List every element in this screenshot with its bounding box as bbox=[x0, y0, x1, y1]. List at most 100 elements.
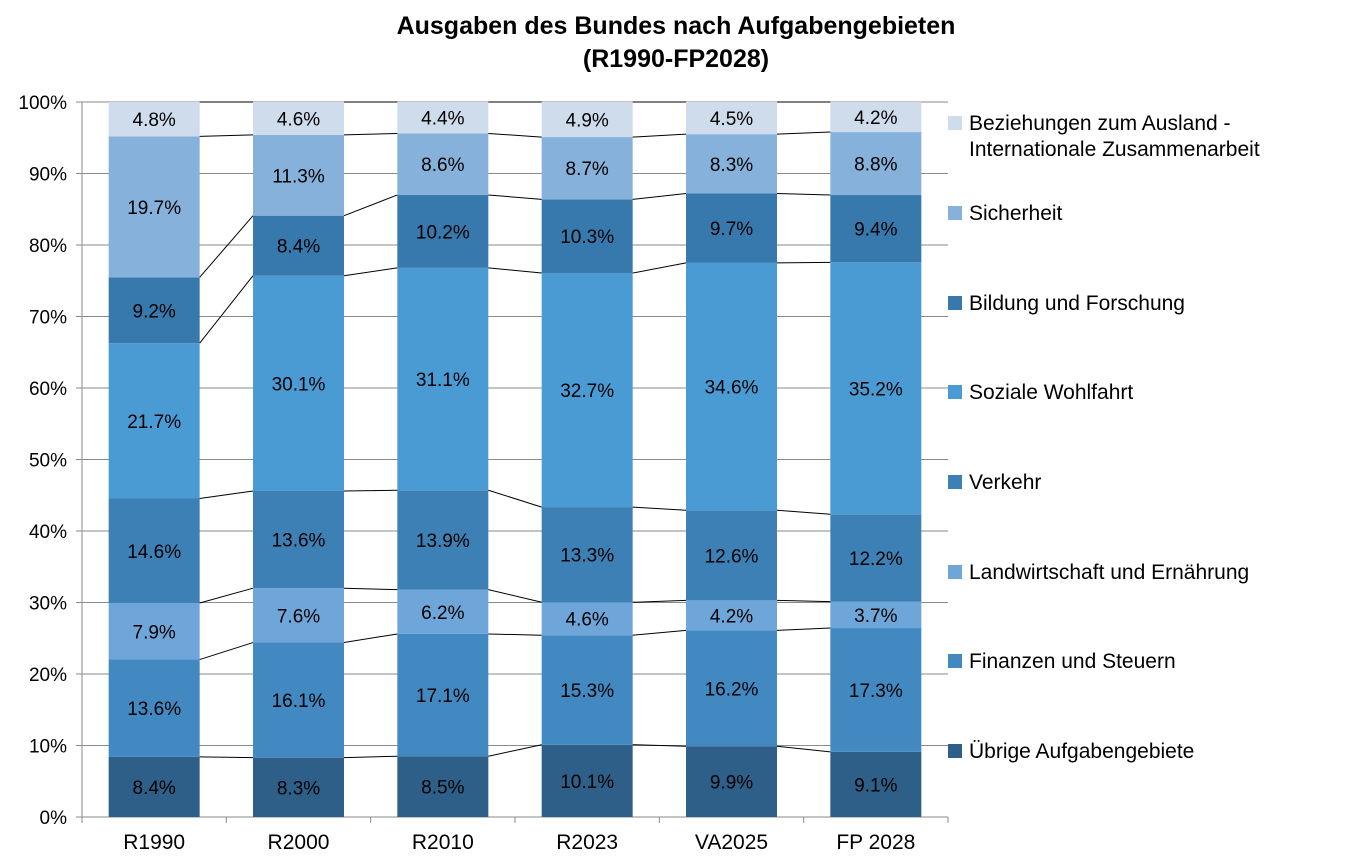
legend-label: Verkehr bbox=[969, 471, 1042, 494]
y-tick-label: 20% bbox=[29, 665, 67, 686]
chart-title-line-1: Ausgaben des Bundes nach Aufgabengebiete… bbox=[396, 12, 956, 40]
bar-segment bbox=[108, 659, 200, 757]
legend-label: Bildung und Forschung bbox=[969, 292, 1185, 315]
legend-label: Beziehungen zum Ausland - Internationale… bbox=[969, 112, 1260, 161]
bar-segment bbox=[541, 635, 633, 745]
bar-segment bbox=[830, 262, 922, 515]
series-connector-line bbox=[632, 193, 687, 200]
y-tick-label: 90% bbox=[29, 165, 67, 186]
series-connector-line bbox=[776, 599, 831, 603]
data-label: 8.7% bbox=[566, 159, 609, 180]
data-label: 4.8% bbox=[133, 110, 176, 131]
data-label: 4.6% bbox=[277, 109, 320, 130]
data-label: 16.2% bbox=[705, 679, 759, 700]
legend-label: Finanzen und Steuern bbox=[969, 650, 1176, 673]
bar-segment bbox=[686, 193, 777, 263]
series-connector-line bbox=[199, 275, 254, 344]
series-connector-line bbox=[776, 193, 831, 196]
data-label: 32.7% bbox=[560, 381, 614, 402]
series-connector-line bbox=[488, 589, 542, 603]
legend-item: Verkehr bbox=[948, 470, 1041, 496]
bar-segment bbox=[686, 510, 777, 601]
series-connector-line bbox=[199, 756, 254, 759]
legend-swatch bbox=[948, 654, 962, 668]
series-connector-line bbox=[199, 642, 254, 661]
bar-segment bbox=[830, 195, 922, 263]
data-label: 4.2% bbox=[854, 108, 897, 129]
series-connector-line bbox=[488, 267, 542, 274]
data-label: 8.4% bbox=[133, 778, 176, 799]
data-label: 3.7% bbox=[854, 606, 897, 627]
bar-segment bbox=[686, 134, 777, 194]
data-label: 12.2% bbox=[849, 549, 903, 570]
data-label: 9.1% bbox=[854, 775, 897, 796]
data-label: 35.2% bbox=[849, 379, 903, 400]
series-connector-line bbox=[343, 194, 398, 217]
series-connector-line bbox=[199, 215, 254, 278]
data-label: 9.2% bbox=[133, 301, 176, 322]
bar-segment bbox=[541, 137, 633, 200]
bar-segment bbox=[253, 102, 344, 135]
data-label: 4.9% bbox=[566, 111, 609, 132]
legend-item: Soziale Wohlfahrt bbox=[948, 380, 1133, 406]
series-connector-line bbox=[343, 755, 398, 759]
y-tick-label: 10% bbox=[29, 737, 67, 758]
y-tick-label: 60% bbox=[29, 379, 67, 400]
bar-segment bbox=[108, 102, 200, 137]
y-tick-label: 100% bbox=[18, 93, 67, 114]
data-label: 8.3% bbox=[277, 778, 320, 799]
data-label: 9.4% bbox=[854, 220, 897, 241]
bar-segment bbox=[397, 633, 489, 757]
data-label: 19.7% bbox=[127, 198, 181, 219]
data-label: 12.6% bbox=[705, 546, 759, 567]
bar-segment bbox=[541, 102, 633, 138]
chart-title-line-2: (R1990-FP2028) bbox=[582, 45, 770, 73]
data-label: 16.1% bbox=[272, 691, 326, 712]
series-connector-line bbox=[343, 489, 398, 492]
series-connector-line bbox=[488, 194, 542, 200]
bar-segment bbox=[830, 751, 922, 817]
bar-segment bbox=[397, 194, 489, 268]
legend-swatch bbox=[948, 565, 962, 579]
series-connector-line bbox=[632, 133, 687, 138]
series-connector-line bbox=[776, 745, 831, 753]
data-label: 10.1% bbox=[560, 772, 614, 793]
y-tick-label: 70% bbox=[29, 308, 67, 329]
data-label: 13.6% bbox=[127, 699, 181, 720]
y-tick-label: 30% bbox=[29, 594, 67, 615]
bar-segment bbox=[253, 215, 344, 276]
data-label: 7.9% bbox=[133, 622, 176, 643]
chart-legend: Beziehungen zum Ausland - Internationale… bbox=[948, 0, 1348, 866]
bar-segment bbox=[686, 746, 777, 817]
legend-item: Finanzen und Steuern bbox=[948, 649, 1176, 675]
data-label: 31.1% bbox=[416, 370, 470, 391]
bar-segment bbox=[253, 490, 344, 589]
bar-segment bbox=[830, 514, 922, 602]
data-label: 8.3% bbox=[710, 155, 753, 176]
series-connector-line bbox=[343, 633, 398, 644]
legend-swatch bbox=[948, 296, 962, 310]
data-label: 14.6% bbox=[127, 542, 181, 563]
legend-swatch bbox=[948, 116, 962, 130]
legend-item: Landwirtschaft und Ernährung bbox=[948, 560, 1249, 586]
bar-segment bbox=[108, 136, 200, 278]
bar-segment bbox=[830, 628, 922, 752]
series-connector-line bbox=[632, 506, 687, 511]
bar-segment bbox=[541, 744, 633, 817]
bar-segment bbox=[108, 756, 200, 817]
series-connector-line bbox=[488, 633, 542, 636]
legend-swatch bbox=[948, 385, 962, 399]
data-label: 10.2% bbox=[416, 222, 470, 243]
data-label: 8.4% bbox=[277, 237, 320, 258]
data-label: 4.2% bbox=[710, 606, 753, 627]
y-tick-label: 0% bbox=[40, 808, 68, 829]
series-connector-line bbox=[632, 599, 687, 603]
legend-swatch bbox=[948, 475, 962, 489]
legend-swatch bbox=[948, 744, 962, 758]
bar-segment bbox=[830, 601, 922, 629]
data-label: 4.6% bbox=[566, 610, 609, 631]
series-connector-line bbox=[776, 131, 831, 135]
bar-segment bbox=[253, 275, 344, 491]
bar-segment bbox=[253, 588, 344, 643]
